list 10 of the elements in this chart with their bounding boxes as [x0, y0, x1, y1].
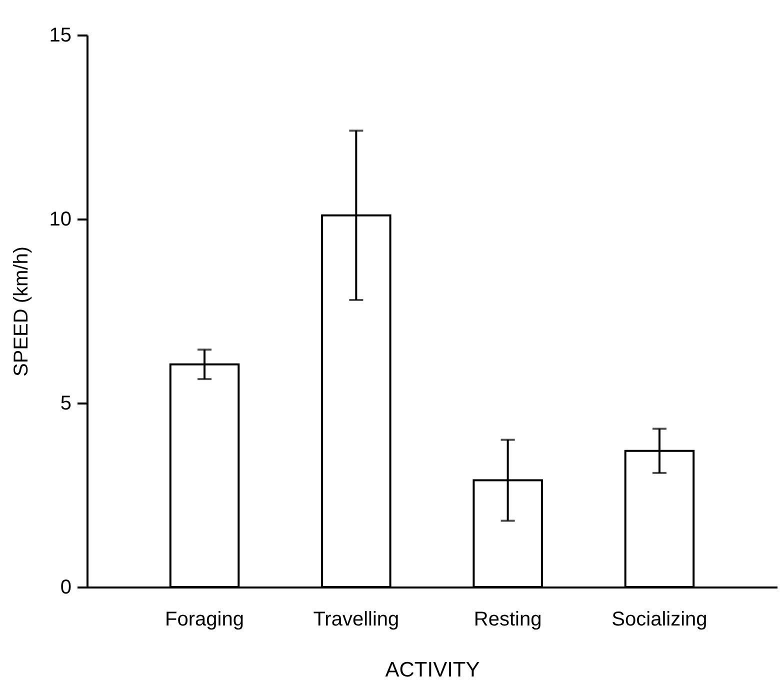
x-tick-label: Socializing — [612, 608, 708, 630]
y-tick-label: 5 — [60, 392, 72, 414]
y-tick-label: 15 — [49, 24, 72, 46]
y-axis-title: SPEED (km/h) — [10, 246, 32, 377]
y-tick-label: 10 — [49, 208, 72, 230]
x-tick-label: Foraging — [165, 608, 244, 630]
x-tick-label: Travelling — [313, 608, 400, 630]
x-axis-title: ACTIVITY — [385, 658, 480, 682]
x-tick-label: Resting — [474, 608, 542, 630]
y-tick-label: 0 — [60, 576, 72, 598]
